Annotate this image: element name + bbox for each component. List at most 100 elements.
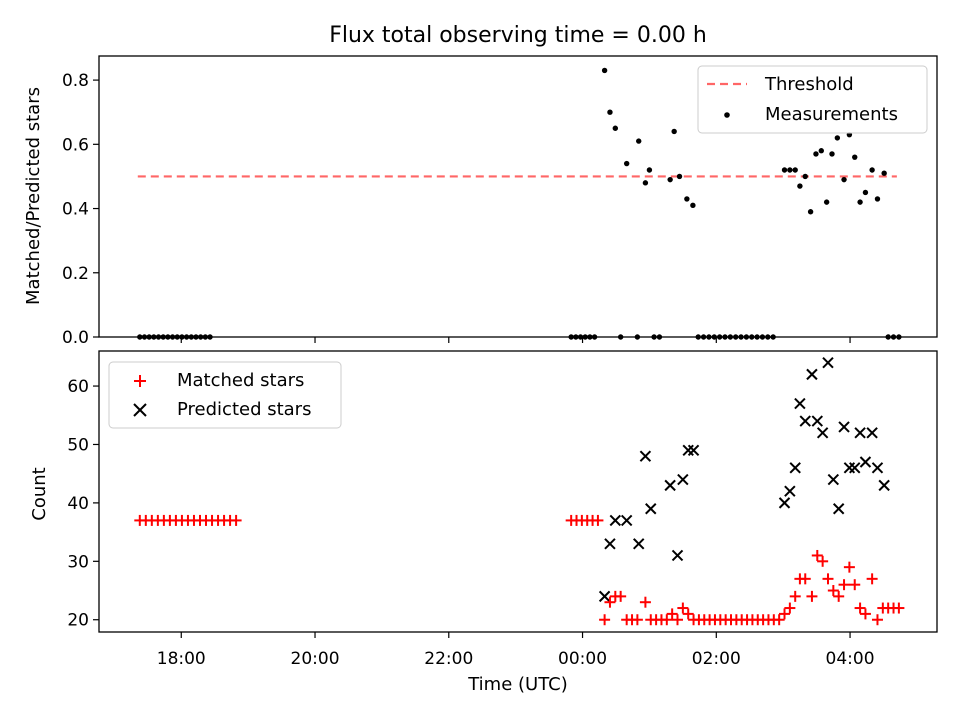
predicted-marker-stroke (639, 450, 652, 462)
predicted-star-point (664, 479, 676, 492)
predicted-marker-stroke (866, 427, 878, 439)
predicted-marker-stroke (778, 497, 791, 509)
predicted-star-point (878, 479, 890, 492)
predicted-star-point (682, 444, 694, 457)
threshold-legend-label: Threshold (764, 74, 854, 95)
measurement-point (636, 138, 642, 144)
predicted-star-point (843, 462, 856, 474)
bottom-legend: Matched stars Predicted stars (108, 361, 342, 429)
measurement-point (818, 148, 824, 154)
predicted-marker-stroke (784, 485, 796, 497)
predicted-marker-stroke (859, 456, 872, 468)
predicted-star-point (806, 368, 818, 381)
predicted-star-point (849, 462, 861, 474)
measurement-point (781, 167, 788, 173)
predicted-star-point (816, 427, 829, 439)
matched-star-point (859, 608, 871, 620)
y-tick-label: 0.4 (62, 200, 89, 220)
chart-title: Flux total observing time = 0.00 h (329, 23, 707, 48)
y-tick-label: 50 (67, 435, 89, 455)
predicted-marker-stroke (799, 415, 811, 427)
matched-star-point (682, 608, 694, 620)
matched-star-point (672, 614, 684, 626)
predicted-star-point (871, 462, 884, 474)
matched-legend-label: Matched stars (177, 370, 304, 391)
matched-star-point (843, 561, 855, 573)
predicted-star-point (854, 427, 866, 439)
predicted-star-point (645, 503, 657, 515)
top-y-ticks: 0.0 0.2 0.4 0.6 0.8 (62, 71, 99, 348)
measurement-point (671, 128, 677, 135)
predicted-star-point (838, 421, 850, 433)
predicted-marker-stroke (871, 462, 884, 474)
measurement-point (690, 202, 696, 209)
matched-star-point (811, 549, 823, 561)
predicted-marker-stroke (677, 473, 689, 486)
bottom-axes-frame (98, 350, 938, 633)
measurement-point (607, 109, 613, 115)
predicted-star-point (822, 356, 834, 369)
predicted-star-point (811, 415, 823, 427)
x-tick-label: 22:00 (424, 649, 473, 669)
measurement-point (823, 199, 830, 205)
predicted-marker-stroke (794, 397, 806, 410)
predicted-star-point (620, 514, 633, 527)
measurement-point (802, 173, 808, 180)
bottom-panel: 20 30 40 50 60 18:00 20:00 22:00 00:00 02:00 04:0… (29, 350, 938, 695)
y-tick-label: 0.8 (62, 71, 89, 91)
x-tick-label: 18:00 (157, 649, 206, 669)
y-tick-label: 60 (67, 377, 89, 397)
measurement-point (829, 151, 835, 157)
matched-star-point (631, 614, 643, 626)
predicted-star-point (598, 590, 611, 603)
y-tick-label: 40 (67, 494, 89, 514)
matched-star-point (817, 555, 829, 567)
predicted-star-point (827, 473, 840, 486)
predicted-marker-stroke (811, 415, 823, 427)
matched-star-point (592, 514, 604, 526)
matched-star-point (615, 590, 627, 602)
matched-star-point (779, 608, 791, 620)
measurement-point (852, 154, 858, 160)
measurement-point (676, 173, 683, 180)
matched-star-point (773, 614, 785, 626)
top-y-axis-label: Matched/Predicted stars (23, 87, 44, 305)
matched-star-point (854, 602, 866, 614)
predicted-marker-stroke (789, 462, 801, 474)
matched-star-point (666, 608, 678, 620)
predicted-star-point (789, 462, 801, 474)
top-legend: Threshold Measurements (697, 65, 928, 134)
measurement-point (787, 167, 793, 173)
predicted-marker-stroke (849, 462, 861, 474)
measurement-point (642, 180, 649, 186)
predicted-marker-stroke (664, 479, 676, 492)
matched-star-point (599, 614, 611, 626)
predicted-legend-swatch (133, 403, 147, 417)
matched-star-point (838, 579, 850, 591)
matched-star-point (893, 602, 905, 614)
y-tick-label: 30 (67, 552, 89, 572)
predicted-star-point (687, 444, 700, 457)
bottom-legend-box (108, 361, 342, 429)
measurement-point (612, 125, 619, 131)
matched-star-point (866, 573, 878, 585)
predicted-marker-stroke (604, 538, 616, 550)
predicted-marker-stroke (598, 590, 611, 603)
predicted-marker-stroke (633, 538, 645, 550)
y-tick-label: 0.2 (62, 264, 89, 284)
measurement-point (684, 196, 690, 202)
matched-star-point (849, 579, 861, 591)
matched-star-point (806, 590, 818, 602)
bottom-y-axis-label: Count (29, 467, 50, 520)
predicted-star-point (832, 503, 845, 515)
matched-legend-swatch (134, 375, 146, 387)
matched-star-point (833, 590, 845, 602)
predicted-legend-label: Predicted stars (177, 399, 311, 420)
measurements-legend-label: Measurements (765, 104, 898, 125)
top-axes-frame (98, 55, 938, 338)
measurement-point (792, 167, 798, 173)
top-legend-box (697, 65, 928, 134)
predicted-star-point (784, 485, 796, 497)
predicted-marker-stroke (671, 549, 684, 562)
